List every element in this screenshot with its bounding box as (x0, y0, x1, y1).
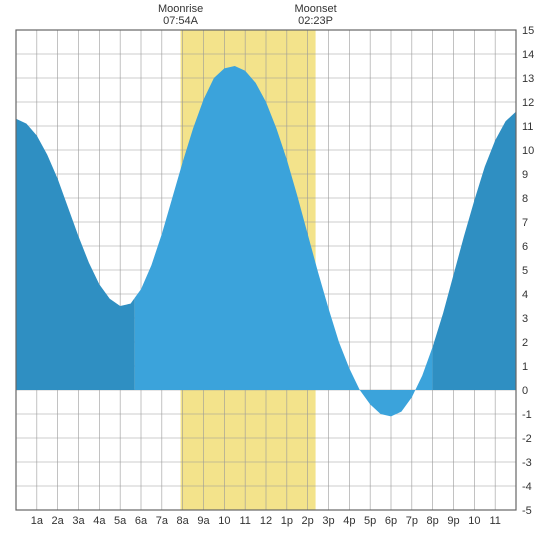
moonset-title: Moonset (294, 3, 336, 15)
x-tick-label: 1a (31, 515, 44, 527)
y-tick-label: 3 (522, 313, 528, 325)
y-tick-label: 9 (522, 169, 528, 181)
y-tick-label: 6 (522, 241, 528, 253)
y-tick-label: 14 (522, 49, 534, 61)
x-tick-label: 2a (52, 515, 65, 527)
y-tick-label: 12 (522, 97, 534, 109)
x-tick-label: 3a (72, 515, 85, 527)
x-tick-label: 11 (489, 515, 500, 527)
x-tick-label: 12 (260, 515, 272, 527)
y-tick-label: 7 (522, 217, 528, 229)
y-tick-label: -3 (522, 457, 532, 469)
y-tick-label: -5 (522, 505, 532, 517)
x-tick-label: 5p (364, 515, 376, 527)
x-tick-label: 3p (322, 515, 334, 527)
chart-svg: 1a2a3a4a5a6a7a8a9a1011121p2p3p4p5p6p7p8p… (0, 0, 550, 550)
y-tick-label: 13 (522, 73, 534, 85)
y-tick-label: 1 (522, 361, 528, 373)
y-tick-label: 4 (522, 289, 528, 301)
x-tick-label: 6p (385, 515, 397, 527)
x-tick-label: 8p (427, 515, 439, 527)
y-tick-label: 11 (522, 121, 533, 133)
x-tick-label: 7a (156, 515, 169, 527)
y-tick-label: -2 (522, 433, 532, 445)
y-tick-label: 15 (522, 25, 534, 37)
y-tick-label: 8 (522, 193, 528, 205)
moonset-time: 02:23P (298, 15, 333, 27)
y-tick-label: 2 (522, 337, 528, 349)
x-tick-label: 1p (281, 515, 293, 527)
y-tick-label: -1 (522, 409, 532, 421)
y-tick-label: 10 (522, 145, 534, 157)
x-tick-label: 11 (239, 515, 250, 527)
x-tick-label: 4a (93, 515, 106, 527)
moonrise-title: Moonrise (158, 3, 203, 15)
x-tick-label: 6a (135, 515, 148, 527)
x-tick-label: 8a (177, 515, 190, 527)
x-tick-label: 7p (406, 515, 418, 527)
x-tick-label: 5a (114, 515, 127, 527)
x-tick-label: 10 (218, 515, 230, 527)
y-tick-label: -4 (522, 481, 532, 493)
y-tick-label: 5 (522, 265, 528, 277)
y-tick-label: 0 (522, 385, 528, 397)
x-tick-label: 9p (447, 515, 459, 527)
tide-chart: 1a2a3a4a5a6a7a8a9a1011121p2p3p4p5p6p7p8p… (0, 0, 550, 550)
x-tick-label: 10 (468, 515, 480, 527)
x-tick-label: 2p (302, 515, 314, 527)
x-tick-label: 4p (343, 515, 355, 527)
moonrise-time: 07:54A (163, 15, 199, 27)
x-tick-label: 9a (197, 515, 210, 527)
